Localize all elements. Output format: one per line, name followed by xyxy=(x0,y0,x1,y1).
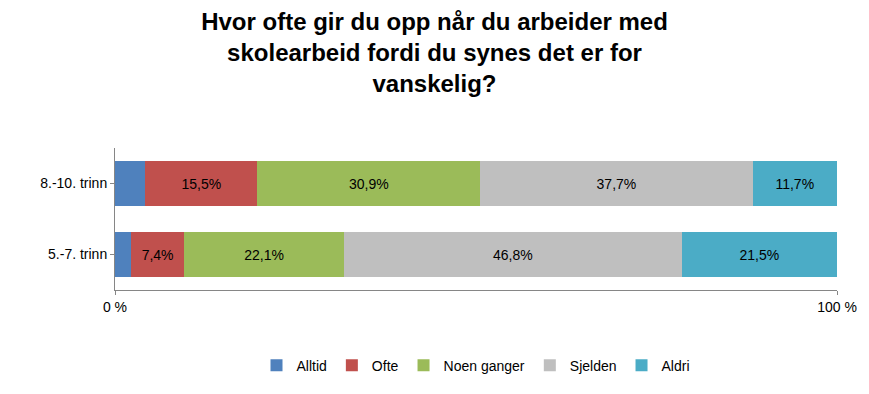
svg-text:8.-10. trinn: 8.-10. trinn xyxy=(40,175,107,191)
svg-text:30,9%: 30,9% xyxy=(349,176,389,192)
svg-text:Hvor ofte gir du opp når du ar: Hvor ofte gir du opp når du arbeider med… xyxy=(201,8,668,97)
svg-text:Ofte: Ofte xyxy=(372,358,399,374)
svg-text:5.-7. trinn: 5.-7. trinn xyxy=(48,246,107,262)
svg-text:21,5%: 21,5% xyxy=(740,247,780,263)
svg-text:11,7%: 11,7% xyxy=(775,176,814,192)
svg-text:Noen ganger: Noen ganger xyxy=(444,358,525,374)
svg-text:100 %: 100 % xyxy=(817,299,857,315)
svg-text:46,8%: 46,8% xyxy=(493,247,533,263)
svg-text:22,1%: 22,1% xyxy=(244,247,284,263)
svg-text:Aldri: Aldri xyxy=(662,358,690,374)
svg-text:37,7%: 37,7% xyxy=(597,176,637,192)
svg-text:7,4%: 7,4% xyxy=(142,247,174,263)
svg-text:Sjelden: Sjelden xyxy=(570,358,617,374)
svg-text:Alltid: Alltid xyxy=(297,358,327,374)
svg-text:15,5%: 15,5% xyxy=(181,176,221,192)
svg-text:0 %: 0 % xyxy=(103,299,127,315)
